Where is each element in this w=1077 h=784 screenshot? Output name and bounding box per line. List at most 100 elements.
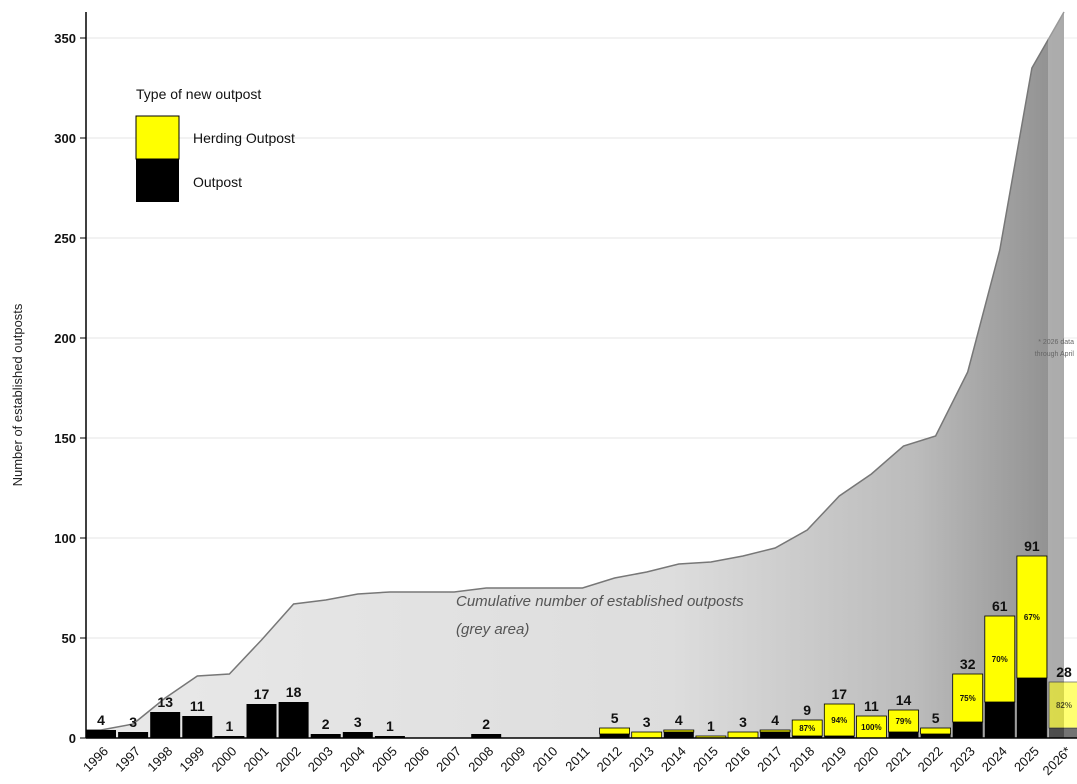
x-tick-label-2023: 2023 <box>947 744 978 775</box>
bar-outpost-2019 <box>824 736 855 738</box>
legend-label-outpost: Outpost <box>193 174 242 190</box>
bar-herding-2012 <box>599 727 630 735</box>
note-line1: * 2026 data <box>1038 339 1074 346</box>
x-tick-label-2022: 2022 <box>915 744 946 775</box>
bar-outpost-2024 <box>984 702 1015 738</box>
bar-total-label-1997: 3 <box>129 714 137 730</box>
bar-total-label-2019: 17 <box>832 686 848 702</box>
x-tick-label-2001: 2001 <box>241 744 272 775</box>
bar-total-label-2022: 5 <box>932 710 940 726</box>
bar-percent-label-2018: 87% <box>799 724 815 733</box>
bar-outpost-2026* <box>1049 728 1077 738</box>
bar-outpost-2017 <box>760 732 791 738</box>
x-tick-label-2024: 2024 <box>979 744 1010 775</box>
bar-total-label-2021: 14 <box>896 692 912 708</box>
bar-total-label-2005: 1 <box>386 718 394 734</box>
bar-outpost-1998 <box>150 712 181 738</box>
y-axis-title: Number of established outposts <box>10 303 25 486</box>
bar-total-label-2012: 5 <box>611 710 619 726</box>
bar-percent-label-2023: 75% <box>960 694 976 703</box>
y-tick-label-150: 150 <box>54 431 76 446</box>
y-tick-label-100: 100 <box>54 531 76 546</box>
bar-percent-label-2021: 79% <box>895 717 911 726</box>
y-tick-label-250: 250 <box>54 231 76 246</box>
bar-total-label-1996: 4 <box>97 712 105 728</box>
y-tick-label-50: 50 <box>62 631 76 646</box>
bar-total-label-2026*: 28 <box>1056 664 1072 680</box>
x-tick-label-2008: 2008 <box>465 744 496 775</box>
bar-total-label-2024: 61 <box>992 598 1008 614</box>
x-tick-label-2021: 2021 <box>883 744 914 775</box>
cumulative-area <box>86 12 1064 738</box>
x-tick-label-2015: 2015 <box>690 744 721 775</box>
bar-herding-2024 <box>984 615 1016 703</box>
bar-total-label-1998: 13 <box>157 694 173 710</box>
x-tick-label-1996: 1996 <box>80 744 111 775</box>
bar-herding-2025 <box>1016 555 1048 679</box>
partial-year-shade <box>1048 0 1077 738</box>
x-tick-label-2005: 2005 <box>369 744 400 775</box>
x-tick-label-2012: 2012 <box>594 744 625 775</box>
x-tick-label-2003: 2003 <box>305 744 336 775</box>
bar-outpost-2008 <box>471 734 502 738</box>
bar-total-label-2023: 32 <box>960 656 976 672</box>
legend-label-herding: Herding Outpost <box>193 130 295 146</box>
legend: Type of new outpost Herding Outpost Outp… <box>135 86 295 202</box>
x-tick-label-2011: 2011 <box>562 744 592 774</box>
x-tick-label-2009: 2009 <box>497 744 528 775</box>
bar-herding-2013 <box>631 731 663 739</box>
x-tick-label-2018: 2018 <box>786 744 817 775</box>
bar-percent-label-2026*: 82% <box>1056 701 1072 710</box>
bar-outpost-2014 <box>663 732 694 738</box>
x-tick-label-2017: 2017 <box>754 744 785 775</box>
x-tick-label-1998: 1998 <box>144 744 175 775</box>
bar-total-label-2017: 4 <box>771 712 779 728</box>
bar-herding-2021 <box>888 709 919 733</box>
bar-percent-label-2019: 94% <box>831 716 847 725</box>
bar-herding-2016 <box>727 731 759 739</box>
x-tick-label-2019: 2019 <box>818 744 849 775</box>
x-tick-label-2020: 2020 <box>850 744 881 775</box>
bar-outpost-1996 <box>86 730 116 738</box>
bar-outpost-2023 <box>952 722 983 738</box>
bar-outpost-2004 <box>342 732 373 738</box>
x-tick-label-2002: 2002 <box>273 744 304 775</box>
x-tick-label-2007: 2007 <box>433 744 464 775</box>
bar-total-label-2002: 18 <box>286 684 302 700</box>
bar-percent-label-2025: 67% <box>1024 613 1040 622</box>
bar-percent-label-2020: 100% <box>861 723 881 732</box>
bar-total-label-2020: 11 <box>864 698 879 714</box>
x-tick-label-2010: 2010 <box>529 744 560 775</box>
bar-outpost-1999 <box>182 716 213 738</box>
legend-swatch-herding <box>135 115 180 160</box>
x-tick-label-2026*: 2026* <box>1039 744 1074 779</box>
bar-outpost-2001 <box>246 704 277 738</box>
x-tick-label-2004: 2004 <box>337 744 368 775</box>
y-tick-label-350: 350 <box>54 31 76 46</box>
y-tick-label-300: 300 <box>54 131 76 146</box>
x-tick-label-2014: 2014 <box>658 744 689 775</box>
x-tick-label-1999: 1999 <box>176 744 207 775</box>
x-tick-label-2016: 2016 <box>722 744 753 775</box>
bar-total-label-2008: 2 <box>482 716 490 732</box>
bar-total-label-2014: 4 <box>675 712 683 728</box>
bar-total-label-2013: 3 <box>643 714 651 730</box>
bar-total-label-2018: 9 <box>803 702 811 718</box>
x-tick-label-2013: 2013 <box>626 744 657 775</box>
bar-outpost-2018 <box>792 736 823 738</box>
bar-outpost-2021 <box>888 732 919 738</box>
bar-outpost-2022 <box>920 734 951 738</box>
cumulative-label-line1: Cumulative number of established outpost… <box>456 593 744 610</box>
x-tick-label-2006: 2006 <box>401 744 432 775</box>
bar-herding-2026* <box>1048 681 1077 729</box>
bar-outpost-2002 <box>278 702 309 738</box>
cumulative-label-line2: (grey area) <box>456 621 529 638</box>
bar-outpost-2003 <box>310 734 341 738</box>
bar-total-label-2000: 1 <box>226 718 234 734</box>
bar-outpost-1997 <box>118 732 149 738</box>
bar-herding-2017 <box>759 729 791 733</box>
legend-swatch-outpost <box>136 159 179 202</box>
bar-total-label-2016: 3 <box>739 714 747 730</box>
bar-outpost-2012 <box>599 734 630 738</box>
